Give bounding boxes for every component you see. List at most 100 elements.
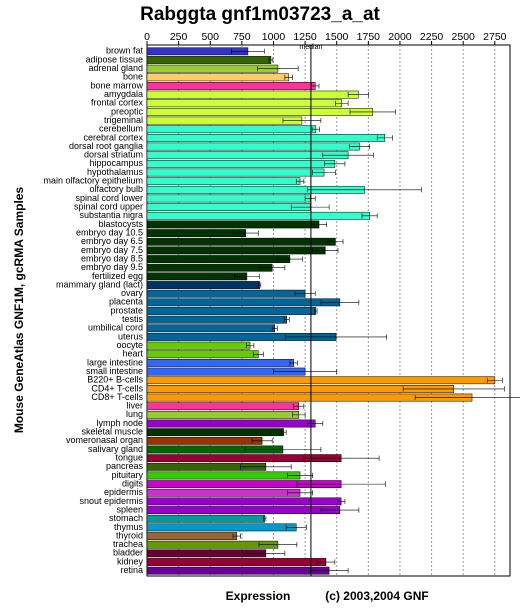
- error-bar: [273, 368, 338, 375]
- category-label: pituitary: [111, 470, 143, 480]
- error-bar: [327, 239, 344, 245]
- bar: [146, 125, 317, 134]
- error-bar: [287, 490, 313, 496]
- category-label: kidney: [117, 556, 144, 566]
- error-bar: [295, 178, 305, 184]
- bar: [146, 142, 360, 151]
- category-label: stomach: [109, 513, 143, 523]
- bar: [146, 471, 301, 480]
- category-label: preoptic: [111, 106, 144, 116]
- bar: [146, 229, 246, 237]
- error-bar: [271, 325, 278, 331]
- error-bar: [402, 386, 505, 392]
- category-label: pancreas: [106, 461, 144, 471]
- error-bar: [257, 66, 299, 72]
- category-label: skeletal muscle: [81, 427, 143, 437]
- error-bar: [251, 438, 273, 444]
- category-label: substantia nigra: [79, 210, 143, 220]
- bar: [146, 211, 370, 220]
- error-bar: [282, 117, 322, 124]
- bar: [146, 194, 311, 203]
- bar: [146, 488, 301, 497]
- category-label: bone marrow: [90, 80, 143, 90]
- error-bar: [245, 343, 255, 349]
- error-bar: [307, 187, 422, 193]
- error-bar: [283, 317, 290, 323]
- bar: [146, 255, 291, 263]
- bar: [146, 177, 301, 186]
- x-tick-label: 1000: [262, 31, 286, 43]
- x-tick-label: 750: [233, 31, 251, 43]
- bar: [146, 108, 374, 116]
- error-bar: [361, 213, 378, 219]
- error-bar: [252, 351, 264, 357]
- x-tick-label: 2000: [388, 31, 412, 43]
- error-bar: [287, 472, 313, 479]
- error-bar: [311, 83, 320, 89]
- error-bar: [312, 169, 336, 176]
- error-bar: [320, 299, 360, 305]
- category-label: epidermis: [104, 487, 144, 497]
- bar: [146, 419, 316, 428]
- bar: [146, 73, 289, 82]
- error-bar: [292, 412, 306, 418]
- bar: [146, 82, 316, 90]
- category-label: prostate: [110, 305, 143, 315]
- bar: [146, 237, 336, 246]
- error-bar: [314, 308, 318, 314]
- error-bar: [349, 109, 396, 115]
- error-bar: [293, 403, 305, 409]
- error-bar: [320, 507, 360, 513]
- category-label: blastocysts: [98, 219, 143, 229]
- bar: [146, 359, 294, 367]
- category-label: lung: [126, 409, 143, 419]
- error-bar: [268, 57, 274, 63]
- bar: [146, 376, 496, 385]
- category-label: B220+ B-cells: [87, 375, 143, 385]
- error-bar: [244, 446, 322, 453]
- error-bar: [376, 135, 393, 141]
- bar: [146, 324, 275, 333]
- error-bar: [258, 542, 298, 548]
- category-label: embryo day 10.5: [76, 227, 143, 237]
- error-bar: [337, 498, 346, 505]
- x-tick-label: 1500: [325, 31, 349, 43]
- category-label: main olfactory epithelium: [43, 176, 143, 186]
- bar: [146, 220, 320, 229]
- error-bar: [414, 394, 520, 401]
- x-tick-label: 1750: [357, 31, 381, 43]
- error-bar: [296, 481, 386, 487]
- error-bar: [263, 516, 267, 522]
- x-tick-label: 2500: [452, 31, 476, 43]
- category-label: hippocampus: [89, 158, 143, 168]
- category-label: embryo day 8.5: [81, 253, 143, 263]
- bar: [146, 168, 325, 177]
- bar: [146, 281, 260, 289]
- category-label: large intestine: [87, 357, 143, 367]
- bar: [146, 566, 330, 575]
- error-bar: [316, 559, 336, 565]
- category-label: ovary: [121, 288, 144, 298]
- error-bar: [324, 161, 346, 167]
- error-bar: [311, 126, 320, 132]
- error-bar: [259, 265, 286, 271]
- x-tick-label: 2250: [420, 31, 444, 43]
- chart-title: Rabggta gnf1m03723_a_at: [140, 4, 380, 25]
- credit: (c) 2003,2004 GNF: [325, 589, 428, 603]
- bar: [146, 263, 273, 272]
- category-label: vomeronasal organ: [66, 435, 143, 445]
- bar: [146, 289, 306, 298]
- category-label: umbilical cord: [88, 323, 143, 333]
- bar: [146, 203, 311, 212]
- category-label: trachea: [113, 539, 143, 549]
- category-label: oocyte: [116, 340, 143, 350]
- error-bar: [349, 143, 370, 150]
- y-axis-label: Mouse GeneAtlas GNF1M, gcRMA Samples: [12, 187, 26, 434]
- error-bar: [289, 360, 298, 366]
- category-label: hypothalamus: [87, 167, 144, 177]
- error-bar: [290, 204, 330, 210]
- error-bar: [304, 195, 316, 202]
- category-label: spleen: [116, 504, 143, 514]
- bar: [146, 497, 342, 506]
- bar: [146, 350, 259, 359]
